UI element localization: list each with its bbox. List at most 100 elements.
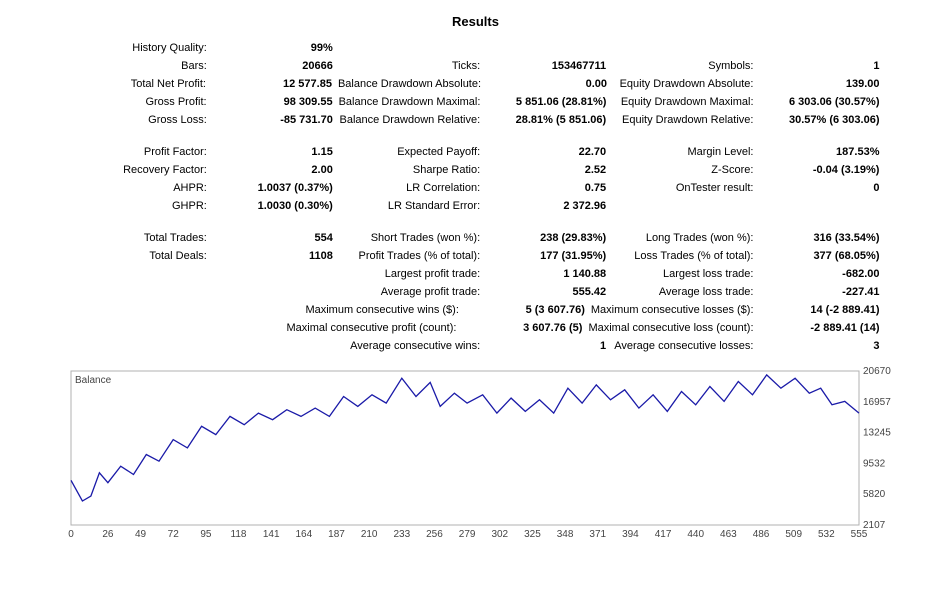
svg-text:49: 49 (135, 529, 147, 540)
label-recovery-factor: Recovery Factor: (66, 161, 213, 179)
svg-text:16957: 16957 (863, 397, 891, 408)
value-bal-dd-rel: 28.81% (5 851.06) (486, 111, 612, 129)
value-total-trades: 554 (213, 229, 339, 247)
label-ticks: Ticks: (339, 57, 486, 75)
label-z-score: Z-Score: (612, 161, 759, 179)
label-lr-corr: LR Correlation: (339, 179, 486, 197)
page-title: Results (10, 14, 941, 29)
value-bal-dd-abs: 0.00 (487, 75, 613, 93)
svg-text:486: 486 (752, 529, 769, 540)
label-avg-cons-wins: Average consecutive wins: (339, 337, 486, 355)
label-eq-dd-rel: Equity Drawdown Relative: (612, 111, 759, 129)
value-margin-level: 187.53% (759, 143, 885, 161)
svg-text:Balance: Balance (75, 375, 112, 386)
value-avg-cons-wins: 1 (486, 337, 612, 355)
value-avg-cons-losses: 3 (759, 337, 885, 355)
value-z-score: -0.04 (3.19%) (759, 161, 885, 179)
svg-text:555: 555 (850, 529, 867, 540)
svg-text:0: 0 (68, 529, 74, 540)
svg-text:279: 279 (458, 529, 475, 540)
value-long-trades: 316 (33.54%) (759, 229, 885, 247)
value-sharpe-ratio: 2.52 (486, 161, 612, 179)
svg-text:348: 348 (556, 529, 573, 540)
svg-text:164: 164 (295, 529, 312, 540)
value-symbols: 1 (759, 57, 885, 75)
value-eq-dd-max: 6 303.06 (30.57%) (760, 93, 886, 111)
svg-text:256: 256 (426, 529, 443, 540)
value-bal-dd-max: 5 851.06 (28.81%) (486, 93, 612, 111)
label-ontester: OnTester result: (612, 179, 759, 197)
value-max-cons-losses: 14 (-2 889.41) (760, 301, 886, 319)
svg-text:509: 509 (785, 529, 802, 540)
results-table: History Quality:99% Bars:20666 Ticks:153… (66, 39, 886, 355)
svg-text:13245: 13245 (863, 428, 891, 439)
svg-text:371: 371 (589, 529, 606, 540)
value-recovery-factor: 2.00 (213, 161, 339, 179)
value-ahpr: 1.0037 (0.37%) (213, 179, 339, 197)
value-total-net-profit: 12 577.85 (212, 75, 338, 93)
label-bal-dd-max: Balance Drawdown Maximal: (339, 93, 487, 111)
label-long-trades: Long Trades (won %): (612, 229, 759, 247)
label-bal-dd-rel: Balance Drawdown Relative: (339, 111, 486, 129)
label-avg-cons-losses: Average consecutive losses: (612, 337, 759, 355)
label-total-deals: Total Deals: (66, 247, 213, 265)
label-eq-dd-abs: Equity Drawdown Absolute: (613, 75, 759, 93)
svg-text:95: 95 (200, 529, 212, 540)
label-short-trades: Short Trades (won %): (339, 229, 486, 247)
label-expected-payoff: Expected Payoff: (339, 143, 486, 161)
value-avg-loss: -227.41 (759, 283, 885, 301)
value-gross-profit: 98 309.55 (213, 93, 339, 111)
value-total-deals: 1108 (213, 247, 339, 265)
svg-text:118: 118 (230, 529, 246, 540)
value-lr-stderr: 2 372.96 (486, 197, 612, 215)
svg-text:210: 210 (360, 529, 377, 540)
label-total-trades: Total Trades: (66, 229, 213, 247)
value-gross-loss: -85 731.70 (213, 111, 339, 129)
value-ghpr: 1.0030 (0.30%) (213, 197, 339, 215)
label-bal-dd-abs: Balance Drawdown Absolute: (338, 75, 487, 93)
svg-text:20670: 20670 (863, 366, 891, 377)
balance-chart: Balance210758209532132451695720670026497… (61, 365, 891, 545)
label-eq-dd-max: Equity Drawdown Maximal: (612, 93, 759, 111)
label-bars: Bars: (66, 57, 213, 75)
label-ahpr: AHPR: (66, 179, 213, 197)
value-profit-factor: 1.15 (213, 143, 339, 161)
svg-text:233: 233 (393, 529, 410, 540)
svg-text:325: 325 (524, 529, 541, 540)
balance-chart-svg: Balance210758209532132451695720670026497… (61, 365, 891, 545)
label-profit-factor: Profit Factor: (66, 143, 213, 161)
label-maxl-cons-profit: Maximal consecutive profit (count): (286, 319, 462, 337)
label-largest-loss: Largest loss trade: (612, 265, 759, 283)
label-loss-trades: Loss Trades (% of total): (612, 247, 759, 265)
label-avg-loss: Average loss trade: (612, 283, 759, 301)
value-eq-dd-rel: 30.57% (6 303.06) (759, 111, 885, 129)
svg-text:302: 302 (491, 529, 508, 540)
value-short-trades: 238 (29.83%) (486, 229, 612, 247)
label-gross-profit: Gross Profit: (66, 93, 213, 111)
label-avg-profit: Average profit trade: (339, 283, 486, 301)
value-maxl-cons-loss: -2 889.41 (14) (760, 319, 886, 337)
value-expected-payoff: 22.70 (486, 143, 612, 161)
value-profit-trades: 177 (31.95%) (486, 247, 612, 265)
svg-text:417: 417 (654, 529, 671, 540)
value-loss-trades: 377 (68.05%) (759, 247, 885, 265)
svg-text:394: 394 (622, 529, 639, 540)
svg-text:26: 26 (102, 529, 114, 540)
value-largest-profit: 1 140.88 (486, 265, 612, 283)
svg-text:141: 141 (262, 529, 279, 540)
value-ticks: 153467711 (486, 57, 612, 75)
label-sharpe-ratio: Sharpe Ratio: (339, 161, 486, 179)
label-margin-level: Margin Level: (612, 143, 759, 161)
value-maxl-cons-profit: 3 607.76 (5) (462, 319, 588, 337)
svg-text:9532: 9532 (863, 458, 886, 469)
svg-text:532: 532 (818, 529, 835, 540)
svg-text:187: 187 (328, 529, 345, 540)
label-maxl-cons-loss: Maximal consecutive loss (count): (588, 319, 759, 337)
label-history-quality: History Quality: (66, 39, 213, 57)
label-profit-trades: Profit Trades (% of total): (339, 247, 486, 265)
svg-text:440: 440 (687, 529, 704, 540)
label-max-cons-wins: Maximum consecutive wins ($): (305, 301, 464, 319)
svg-text:463: 463 (720, 529, 737, 540)
label-ghpr: GHPR: (66, 197, 213, 215)
value-bars: 20666 (213, 57, 339, 75)
